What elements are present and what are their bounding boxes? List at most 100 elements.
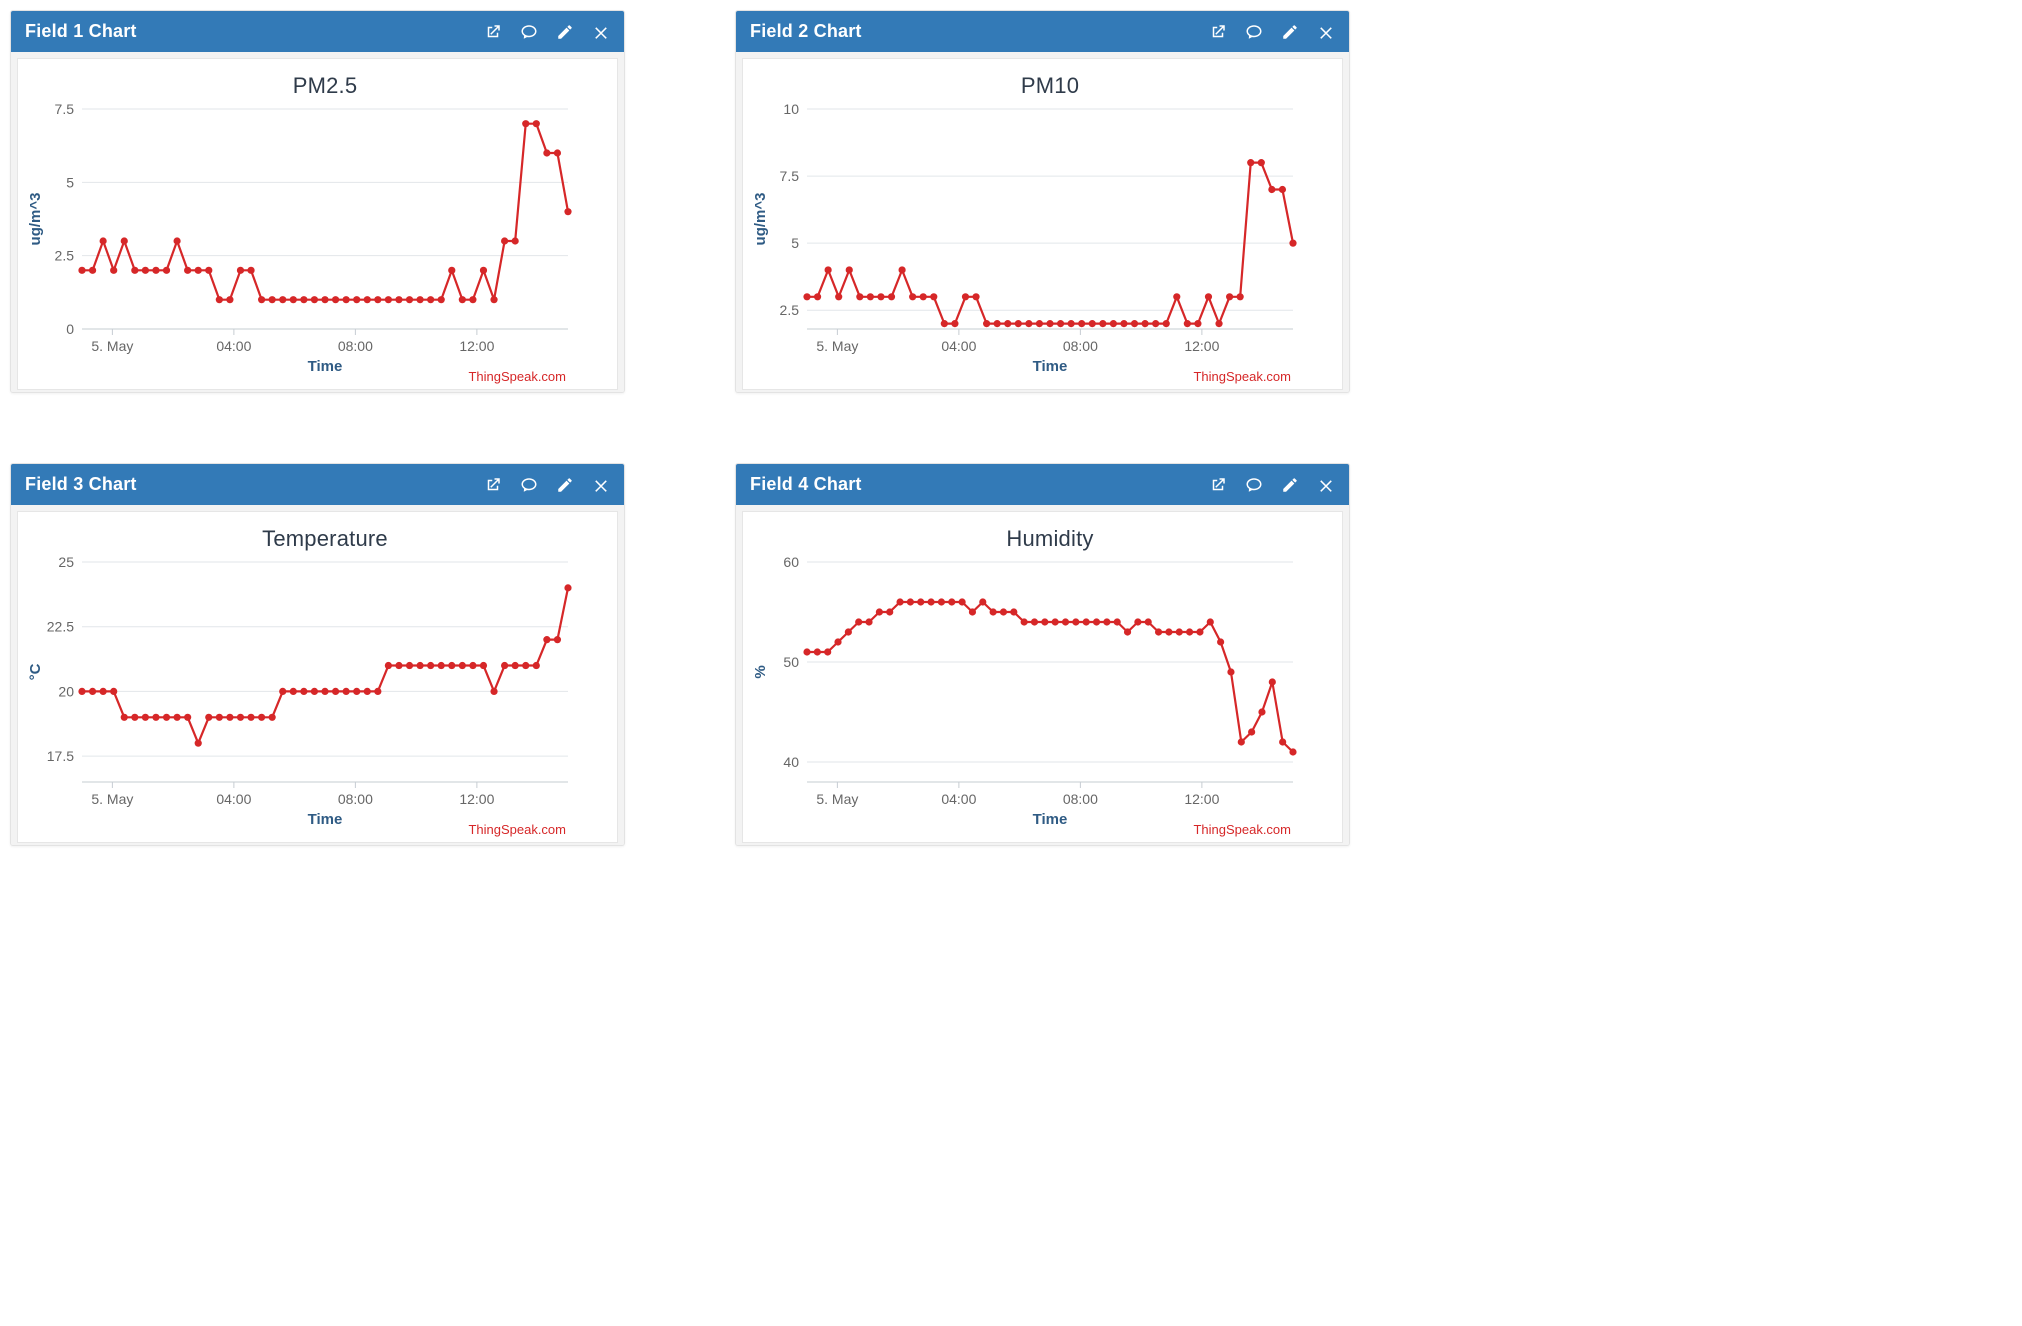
data-point[interactable] (886, 608, 893, 615)
data-point[interactable] (814, 293, 821, 300)
data-point[interactable] (1289, 748, 1296, 755)
data-point[interactable] (100, 237, 107, 244)
data-point[interactable] (1176, 628, 1183, 635)
data-point[interactable] (1031, 618, 1038, 625)
data-point[interactable] (927, 598, 934, 605)
data-point[interactable] (332, 296, 339, 303)
data-point[interactable] (195, 740, 202, 747)
comment-icon[interactable] (1245, 476, 1263, 494)
open-icon[interactable] (484, 23, 502, 41)
data-point[interactable] (110, 688, 117, 695)
data-point[interactable] (469, 662, 476, 669)
data-point[interactable] (1141, 320, 1148, 327)
data-point[interactable] (1110, 320, 1117, 327)
data-point[interactable] (994, 320, 1001, 327)
close-icon[interactable] (1317, 23, 1335, 41)
data-point[interactable] (89, 267, 96, 274)
data-point[interactable] (564, 584, 571, 591)
data-point[interactable] (1089, 320, 1096, 327)
data-point[interactable] (962, 293, 969, 300)
data-point[interactable] (279, 296, 286, 303)
data-point[interactable] (469, 296, 476, 303)
data-point[interactable] (948, 598, 955, 605)
edit-icon[interactable] (556, 476, 574, 494)
data-point[interactable] (501, 662, 508, 669)
data-point[interactable] (543, 149, 550, 156)
data-point[interactable] (353, 296, 360, 303)
data-point[interactable] (543, 636, 550, 643)
data-point[interactable] (972, 293, 979, 300)
data-point[interactable] (374, 688, 381, 695)
data-point[interactable] (1083, 618, 1090, 625)
data-point[interactable] (1289, 240, 1296, 247)
data-point[interactable] (938, 598, 945, 605)
data-point[interactable] (226, 296, 233, 303)
comment-icon[interactable] (520, 23, 538, 41)
edit-icon[interactable] (1281, 23, 1299, 41)
data-point[interactable] (920, 293, 927, 300)
data-point[interactable] (121, 714, 128, 721)
data-point[interactable] (951, 320, 958, 327)
data-point[interactable] (184, 714, 191, 721)
data-point[interactable] (835, 293, 842, 300)
data-point[interactable] (1205, 293, 1212, 300)
data-point[interactable] (865, 618, 872, 625)
data-point[interactable] (1227, 668, 1234, 675)
data-point[interactable] (216, 296, 223, 303)
data-point[interactable] (1145, 618, 1152, 625)
data-point[interactable] (1268, 186, 1275, 193)
data-point[interactable] (1004, 320, 1011, 327)
data-point[interactable] (311, 688, 318, 695)
data-point[interactable] (554, 636, 561, 643)
data-point[interactable] (959, 598, 966, 605)
data-point[interactable] (300, 688, 307, 695)
data-point[interactable] (247, 714, 254, 721)
data-point[interactable] (1010, 608, 1017, 615)
data-point[interactable] (1068, 320, 1075, 327)
data-point[interactable] (173, 237, 180, 244)
data-point[interactable] (480, 267, 487, 274)
data-point[interactable] (142, 714, 149, 721)
data-point[interactable] (290, 296, 297, 303)
open-icon[interactable] (484, 476, 502, 494)
data-point[interactable] (237, 714, 244, 721)
data-point[interactable] (1196, 628, 1203, 635)
data-point[interactable] (1238, 738, 1245, 745)
data-point[interactable] (321, 296, 328, 303)
data-point[interactable] (1114, 618, 1121, 625)
data-point[interactable] (877, 293, 884, 300)
data-point[interactable] (78, 267, 85, 274)
data-point[interactable] (1163, 320, 1170, 327)
data-point[interactable] (501, 237, 508, 244)
data-point[interactable] (216, 714, 223, 721)
credit-link[interactable]: ThingSpeak.com (468, 822, 566, 837)
data-point[interactable] (814, 648, 821, 655)
data-point[interactable] (1248, 728, 1255, 735)
data-point[interactable] (1124, 628, 1131, 635)
data-point[interactable] (290, 688, 297, 695)
data-point[interactable] (374, 296, 381, 303)
data-point[interactable] (269, 296, 276, 303)
data-point[interactable] (1036, 320, 1043, 327)
data-point[interactable] (416, 296, 423, 303)
credit-link[interactable]: ThingSpeak.com (1193, 369, 1291, 384)
data-point[interactable] (1194, 320, 1201, 327)
data-point[interactable] (1134, 618, 1141, 625)
data-point[interactable] (834, 638, 841, 645)
credit-link[interactable]: ThingSpeak.com (468, 369, 566, 384)
data-point[interactable] (364, 296, 371, 303)
data-point[interactable] (533, 120, 540, 127)
data-point[interactable] (564, 208, 571, 215)
data-point[interactable] (258, 296, 265, 303)
data-point[interactable] (1173, 293, 1180, 300)
data-point[interactable] (1152, 320, 1159, 327)
data-point[interactable] (353, 688, 360, 695)
data-point[interactable] (459, 296, 466, 303)
data-point[interactable] (163, 714, 170, 721)
data-point[interactable] (258, 714, 265, 721)
data-point[interactable] (131, 714, 138, 721)
data-point[interactable] (438, 662, 445, 669)
data-point[interactable] (907, 598, 914, 605)
data-point[interactable] (825, 266, 832, 273)
data-point[interactable] (1099, 320, 1106, 327)
